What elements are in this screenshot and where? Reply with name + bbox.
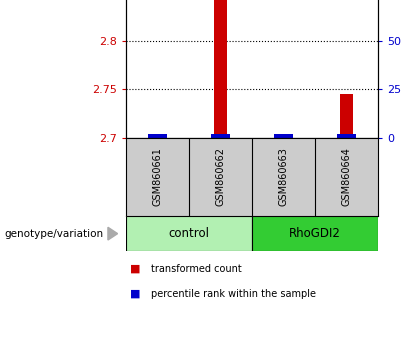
Text: GSM860663: GSM860663 — [278, 148, 289, 206]
Bar — [151, 137, 165, 138]
Polygon shape — [108, 227, 118, 240]
Bar — [214, 0, 228, 138]
Text: transformed count: transformed count — [151, 264, 242, 274]
Bar — [277, 136, 291, 138]
Bar — [211, 134, 230, 138]
Text: percentile rank within the sample: percentile rank within the sample — [151, 289, 316, 299]
Text: GSM860664: GSM860664 — [341, 148, 352, 206]
Text: ■: ■ — [130, 264, 141, 274]
Text: control: control — [168, 227, 210, 240]
Text: ■: ■ — [130, 289, 141, 299]
Text: GSM860661: GSM860661 — [152, 148, 163, 206]
Bar — [337, 134, 356, 138]
Bar — [274, 134, 293, 138]
Bar — [340, 94, 354, 138]
Bar — [252, 216, 378, 251]
Text: genotype/variation: genotype/variation — [4, 229, 103, 239]
Bar — [148, 134, 167, 138]
Text: RhoGDI2: RhoGDI2 — [289, 227, 341, 240]
Text: GSM860662: GSM860662 — [215, 148, 226, 206]
Bar — [126, 216, 252, 251]
